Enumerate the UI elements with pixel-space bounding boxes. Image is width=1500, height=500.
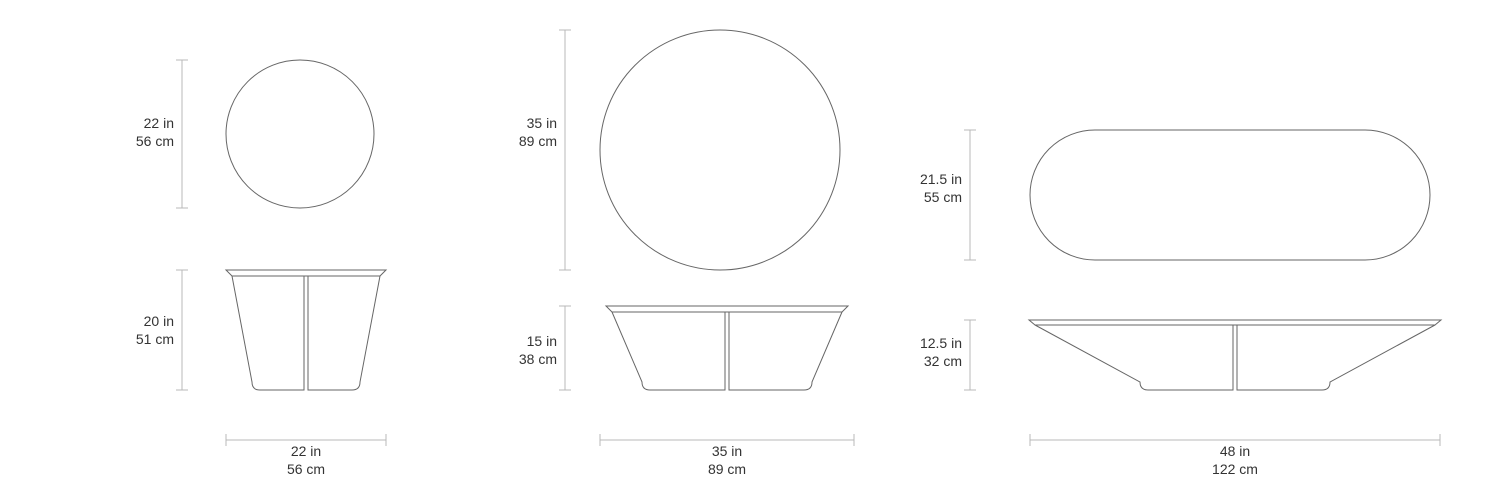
dim-in: 22 in (291, 443, 321, 459)
top-view (1030, 130, 1430, 260)
dim-cm: 56 cm (287, 461, 325, 477)
table-large-round: 35 in 89 cm 15 in 38 cm 35 in 89 cm (519, 30, 854, 477)
table-small-round: 22 in 56 cm 20 in 51 cm 22 in 56 cm (136, 60, 386, 477)
dim-top-height: 35 in 89 cm (519, 30, 571, 270)
side-view (606, 306, 848, 390)
dim-cm: 38 cm (519, 351, 557, 367)
dim-in: 22 in (144, 115, 174, 131)
top-view (600, 30, 840, 270)
dim-side-height: 12.5 in 32 cm (920, 320, 976, 390)
table-oval: 21.5 in 55 cm 12.5 in 32 cm 48 in 122 cm (920, 130, 1441, 477)
dim-cm: 32 cm (924, 353, 962, 369)
dim-side-width: 35 in 89 cm (600, 434, 854, 477)
dimension-drawing: 22 in 56 cm 20 in 51 cm 22 in 56 cm 35 in 89 cm… (0, 0, 1500, 500)
side-view (226, 270, 386, 390)
dim-in: 15 in (527, 333, 557, 349)
dim-in: 20 in (144, 313, 174, 329)
dim-in: 35 in (527, 115, 557, 131)
dim-cm: 56 cm (136, 133, 174, 149)
dim-cm: 89 cm (708, 461, 746, 477)
dim-cm: 55 cm (924, 189, 962, 205)
dim-top-height: 22 in 56 cm (136, 60, 188, 208)
dim-side-width: 48 in 122 cm (1030, 434, 1440, 477)
dim-cm: 89 cm (519, 133, 557, 149)
dim-side-height: 20 in 51 cm (136, 270, 188, 390)
top-view (226, 60, 374, 208)
dim-cm: 122 cm (1212, 461, 1258, 477)
dim-in: 12.5 in (920, 335, 962, 351)
dim-in: 35 in (712, 443, 742, 459)
dim-top-height: 21.5 in 55 cm (920, 130, 976, 260)
dim-cm: 51 cm (136, 331, 174, 347)
dim-side-width: 22 in 56 cm (226, 434, 386, 477)
dim-in: 21.5 in (920, 171, 962, 187)
dim-side-height: 15 in 38 cm (519, 306, 571, 390)
dim-in: 48 in (1220, 443, 1250, 459)
side-view (1029, 320, 1441, 390)
